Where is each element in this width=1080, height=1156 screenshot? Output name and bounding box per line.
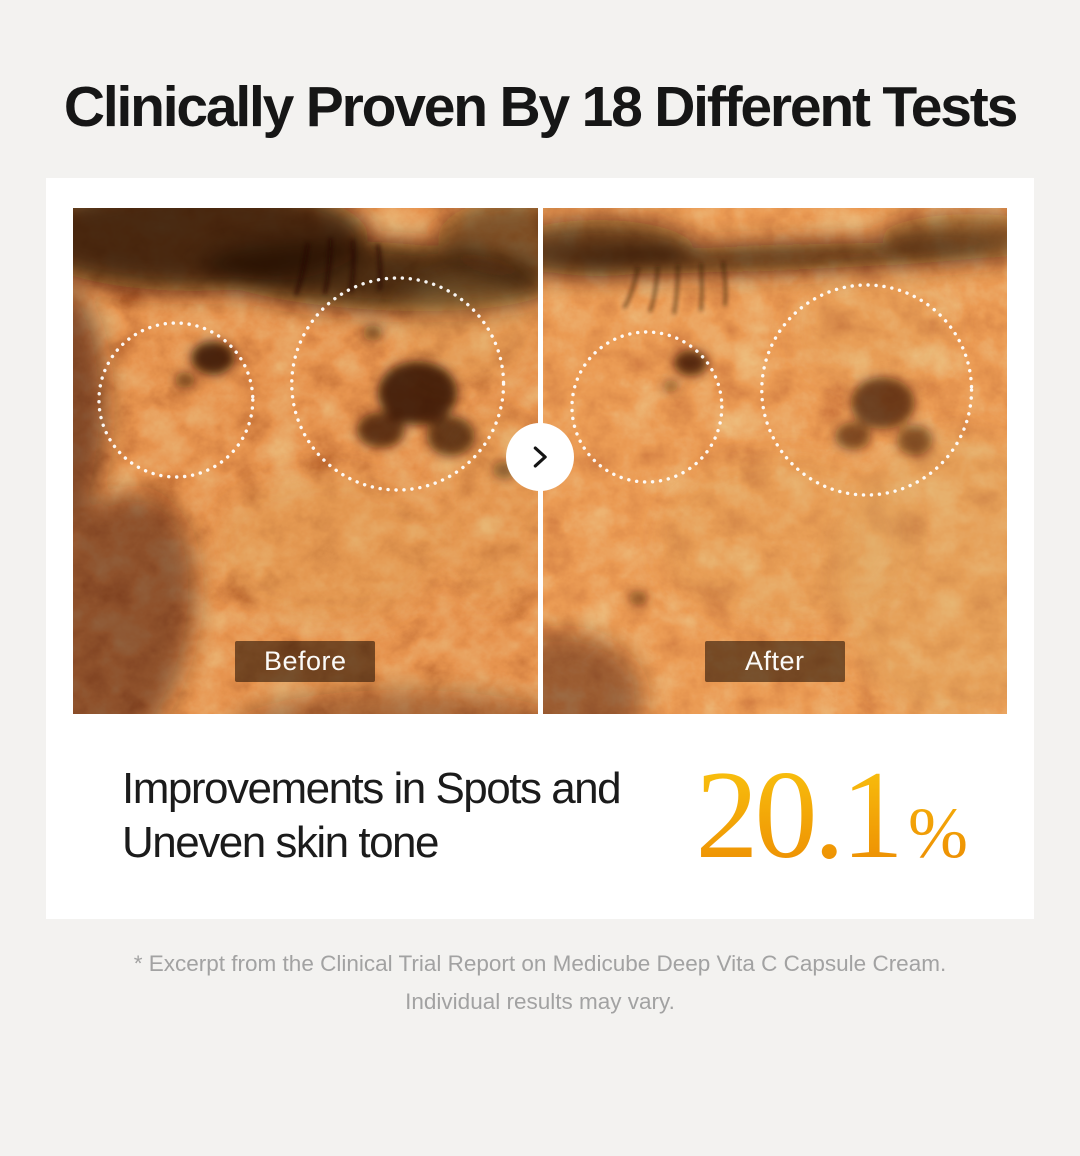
- footnote: * Excerpt from the Clinical Trial Report…: [0, 945, 1080, 1021]
- before-highlight-circle-small: [97, 320, 255, 479]
- footnote-line1: * Excerpt from the Clinical Trial Report…: [133, 950, 947, 976]
- chevron-right-icon: [533, 446, 547, 468]
- result-value: 20.1 %: [696, 753, 968, 879]
- after-highlight-circle-large: [759, 282, 973, 497]
- footnote-line2: Individual results may vary.: [405, 988, 675, 1014]
- next-arrow-button[interactable]: [506, 422, 574, 491]
- after-highlight-circle-small: [569, 329, 724, 484]
- before-highlight-circle-large: [290, 275, 506, 492]
- before-label: Before: [235, 640, 376, 682]
- result-unit: %: [908, 793, 968, 874]
- page-title: Clinically Proven By 18 Different Tests: [63, 75, 1018, 139]
- after-photo: After: [542, 207, 1007, 714]
- result-description-line2: Uneven skin tone: [122, 818, 440, 868]
- result-description: Improvements in Spots and Uneven skin to…: [122, 762, 622, 870]
- after-label: After: [704, 640, 845, 682]
- before-photo: Before: [73, 207, 538, 714]
- after-skin-image: [542, 207, 1007, 714]
- result-description-line1: Improvements in Spots and: [122, 764, 622, 814]
- before-after-comparison: Before: [73, 207, 1007, 714]
- results-card: Before: [46, 177, 1034, 919]
- before-skin-image: [73, 207, 538, 714]
- result-number: 20.1: [695, 746, 901, 886]
- result-row: Improvements in Spots and Uneven skin to…: [46, 714, 1034, 919]
- page: { "colors": { "page_background": "#f3f2f…: [0, 76, 1080, 1156]
